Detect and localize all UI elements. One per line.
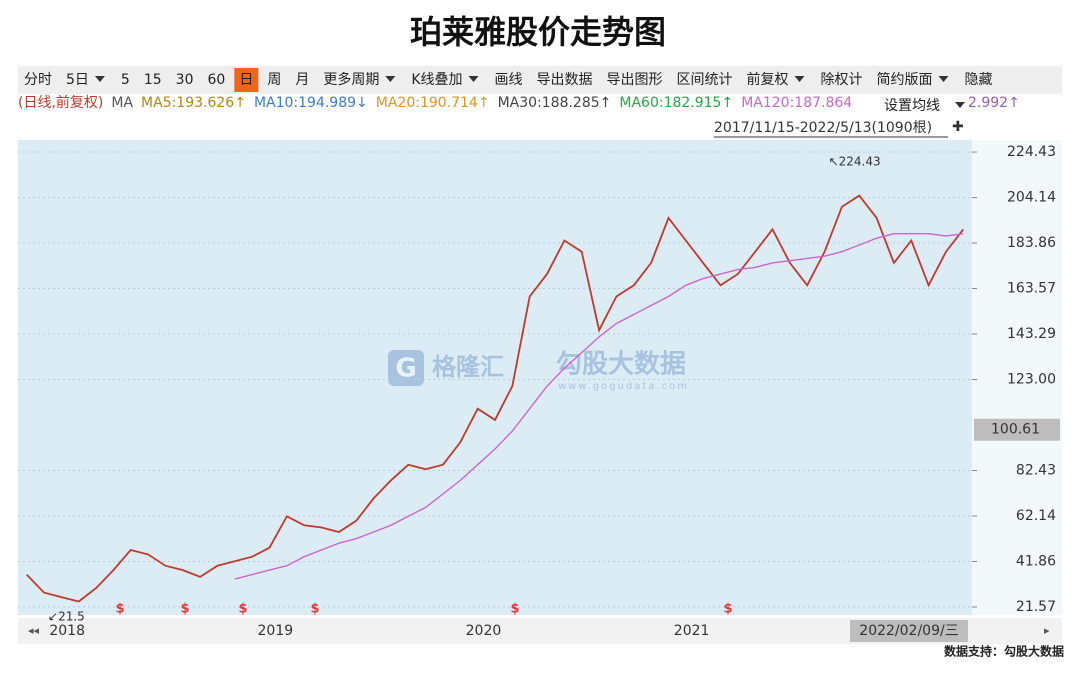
toolbar-item[interactable]: 月	[295, 72, 309, 88]
toolbar-item[interactable]: 分时	[24, 72, 52, 88]
watermark-url: www.gogudata.com	[558, 381, 689, 392]
pin-icon[interactable]: ✚	[952, 119, 964, 135]
y-tick-label: 123.00	[1007, 372, 1056, 388]
cursor-date: 2022/02/09/三	[859, 623, 958, 639]
toolbar-item[interactable]: 周	[267, 72, 281, 88]
y-tick-label: 21.57	[1016, 599, 1056, 615]
x-tick-label: 2021	[674, 623, 710, 639]
toolbar-item[interactable]: 60	[208, 72, 226, 88]
watermark-logo-box	[388, 350, 424, 386]
toolbar-item[interactable]: 日	[239, 72, 253, 88]
dividend-mark: $	[180, 602, 189, 617]
y-tick-label: 183.86	[1007, 235, 1056, 251]
legend-entry: MA120:187.864	[741, 95, 852, 111]
indicator: MA5:193.626↑	[141, 95, 246, 111]
toolbar-item[interactable]: 30	[176, 72, 194, 88]
y-tick-label: 204.14	[1007, 190, 1056, 206]
cursor-value: 100.61	[991, 422, 1040, 438]
series-line	[234, 233, 964, 580]
plot-area	[18, 140, 972, 615]
axis-area	[972, 140, 1062, 615]
dividend-mark: $	[723, 602, 732, 617]
indicator: MA30:188.285↑	[498, 95, 612, 111]
x-tick-label: 2020	[466, 623, 502, 639]
indicator: MA60:182.915↑	[619, 95, 733, 111]
y-tick-label: 224.43	[1007, 144, 1056, 160]
cursor-date-box	[850, 620, 968, 642]
dropdown-arrow	[794, 76, 805, 82]
toolbar-item[interactable]: 除权计	[821, 72, 863, 88]
footer: 数据支持：勾股大数据	[944, 644, 1064, 659]
dividend-mark: $	[310, 602, 319, 617]
watermark-logo: 格隆汇	[432, 353, 504, 381]
toolbar-item[interactable]: K线叠加	[411, 72, 462, 88]
toolbar-item[interactable]: 15	[144, 72, 162, 88]
y-tick-label: 41.86	[1016, 553, 1056, 569]
watermark-brand: 勾股大数据	[556, 350, 686, 380]
toolbar-item[interactable]: 5	[121, 72, 130, 88]
series-line	[26, 194, 965, 603]
toolbar-item[interactable]: 前复权	[747, 71, 789, 88]
toolbar	[18, 66, 1062, 94]
toolbar-item[interactable]: 隐藏	[965, 72, 993, 88]
indicator: MA	[111, 95, 133, 111]
y-tick-label: 62.14	[1016, 508, 1056, 524]
y-tick-label: 163.57	[1007, 281, 1056, 297]
ma-settings-box	[878, 94, 974, 116]
dividend-mark: $	[510, 602, 519, 617]
annotation: ↙21.5	[48, 610, 85, 624]
ma-tail: 2.992↑	[968, 95, 1020, 111]
watermark-logo-g: G	[395, 354, 416, 384]
legend-entry: (日线,前复权)	[18, 94, 103, 111]
toolbar-item[interactable]: 导出图形	[607, 72, 663, 88]
cursor-value-box	[974, 418, 1060, 441]
toolbar-item[interactable]: 更多周期	[323, 71, 379, 88]
toolbar-item[interactable]: 简约版面	[877, 71, 933, 88]
toolbar-item[interactable]: 导出数据	[537, 72, 593, 88]
ma-settings[interactable]: 设置均线	[884, 98, 940, 114]
range-text: 2017/11/15-2022/5/13(1090根)	[714, 120, 932, 136]
indicator: MA20:190.714↑	[376, 95, 490, 111]
annotation: ↖224.43	[829, 155, 881, 169]
dropdown-arrow	[938, 76, 949, 82]
chart-title: 珀莱雅股价走势图	[410, 13, 666, 51]
toolbar-active	[234, 68, 259, 92]
y-tick-label: 82.43	[1016, 463, 1056, 479]
scroll-right[interactable]: ▸	[1044, 624, 1050, 637]
x-tick-label: 2018	[49, 623, 85, 639]
indicator: MA10:194.989↓	[254, 95, 368, 111]
toolbar-item[interactable]: 区间统计	[677, 72, 733, 88]
x-tick-label: 2019	[258, 623, 294, 639]
dropdown-arrow	[385, 76, 396, 82]
dividend-mark: $	[238, 602, 247, 617]
scroll-left[interactable]: ◂◂	[28, 624, 40, 637]
toolbar-item[interactable]: 画线	[495, 72, 523, 88]
toolbar-item[interactable]: 5日	[66, 72, 89, 88]
watermark: G 格隆汇 勾股大数据 www.gogudata.com	[388, 350, 689, 392]
dropdown-arrow	[468, 76, 479, 82]
y-tick-label: 143.29	[1007, 326, 1056, 342]
dropdown-arrow	[94, 76, 105, 82]
dividend-mark: $	[115, 602, 124, 617]
dropdown-arrow	[955, 102, 965, 108]
